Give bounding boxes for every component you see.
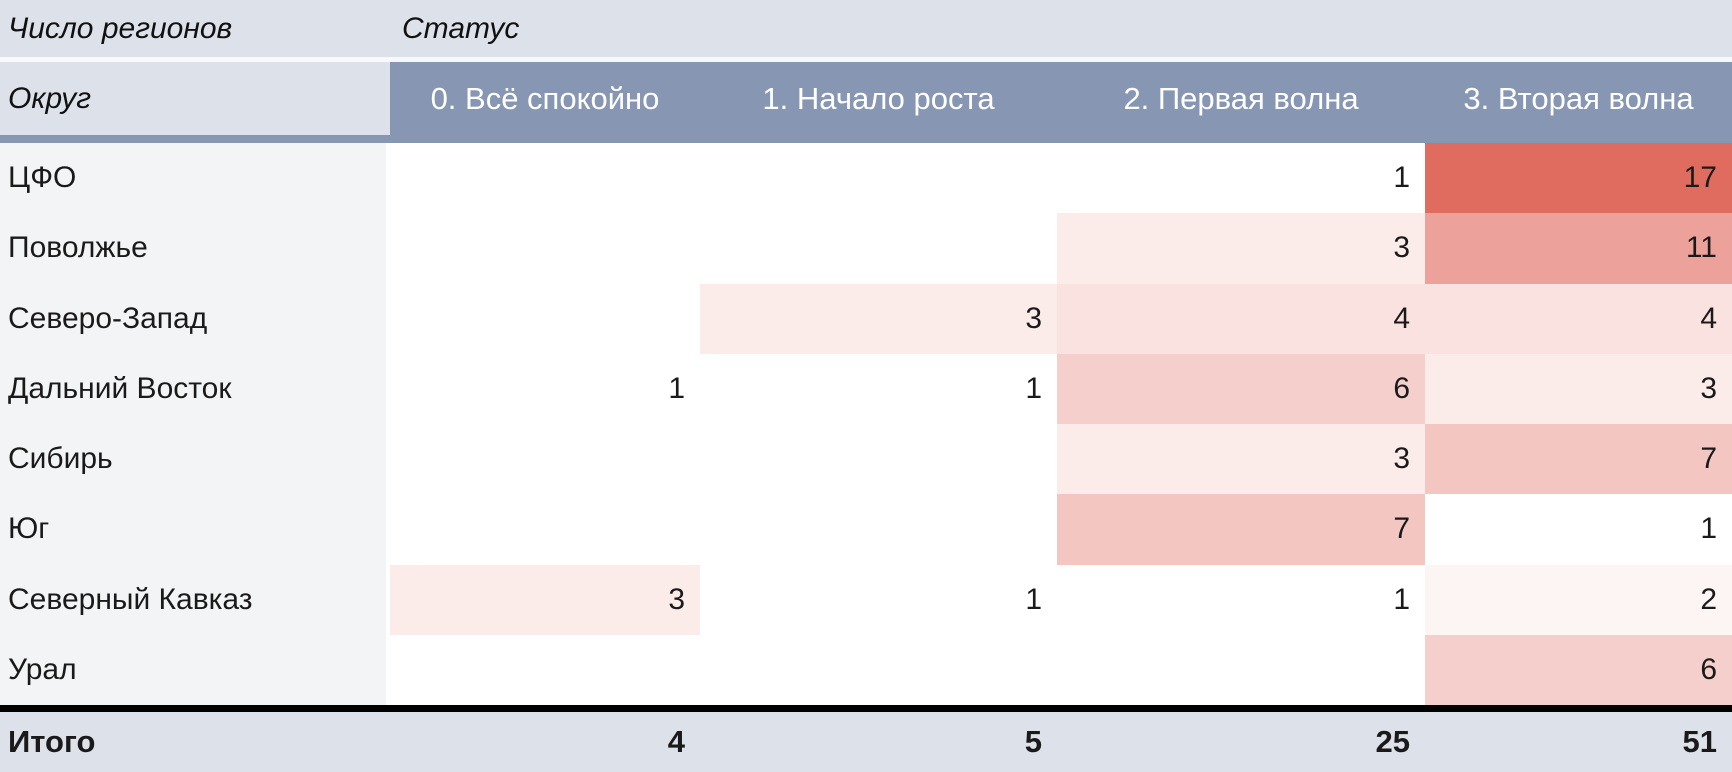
header-gap-line: [0, 57, 1732, 62]
column-field-label[interactable]: Статус: [390, 0, 1732, 57]
pivot-cell[interactable]: 4: [1425, 283, 1732, 354]
pivot-cell[interactable]: [390, 494, 700, 565]
row-label[interactable]: Юг: [0, 494, 390, 565]
row-label[interactable]: Северо-Запад: [0, 283, 390, 354]
pivot-cell[interactable]: [390, 143, 700, 214]
row-label[interactable]: Дальний Восток: [0, 353, 390, 424]
pivot-cell[interactable]: 3: [700, 283, 1057, 354]
pivot-cell[interactable]: 2: [1425, 564, 1732, 635]
pivot-cell[interactable]: 1: [1057, 564, 1425, 635]
row-label[interactable]: Урал: [0, 634, 390, 705]
pivot-cell[interactable]: 1: [700, 564, 1057, 635]
pivot-cell[interactable]: 1: [700, 353, 1057, 424]
pivot-cell[interactable]: 1: [1057, 143, 1425, 214]
pivot-cell[interactable]: 3: [1057, 213, 1425, 284]
pivot-cell[interactable]: [390, 424, 700, 495]
pivot-cell[interactable]: 1: [1425, 494, 1732, 565]
column-header-1[interactable]: 1. Начало роста: [700, 62, 1057, 135]
grand-total-cell[interactable]: 4: [390, 712, 700, 772]
row-label[interactable]: ЦФО: [0, 143, 390, 214]
pivot-cell[interactable]: [1057, 634, 1425, 705]
pivot-cell[interactable]: 17: [1425, 143, 1732, 214]
pivot-cell[interactable]: [700, 634, 1057, 705]
pivot-cell[interactable]: [700, 143, 1057, 214]
pivot-cell[interactable]: 6: [1057, 353, 1425, 424]
pivot-cell[interactable]: [700, 494, 1057, 565]
column-header-3[interactable]: 3. Вторая волна: [1425, 62, 1732, 135]
pivot-cell[interactable]: 3: [390, 564, 700, 635]
row-label[interactable]: Северный Кавказ: [0, 564, 390, 635]
pivot-cell[interactable]: 3: [1057, 424, 1425, 495]
grand-total-label: Итого: [0, 712, 390, 772]
pivot-cell[interactable]: 1: [390, 353, 700, 424]
pivot-cell[interactable]: 4: [1057, 283, 1425, 354]
grand-total-cell[interactable]: 25: [1057, 712, 1425, 772]
pivot-cell[interactable]: [390, 634, 700, 705]
pivot-cell[interactable]: 3: [1425, 353, 1732, 424]
pivot-cell[interactable]: [390, 213, 700, 284]
pivot-cell[interactable]: 7: [1425, 424, 1732, 495]
measure-field-label[interactable]: Число регионов: [0, 0, 390, 57]
row-label[interactable]: Сибирь: [0, 424, 390, 495]
column-header-2[interactable]: 2. Первая волна: [1057, 62, 1425, 135]
row-field-label[interactable]: Округ: [0, 62, 390, 135]
grand-total-cell[interactable]: 51: [1425, 712, 1732, 772]
pivot-cell[interactable]: [390, 283, 700, 354]
column-header-0[interactable]: 0. Всё спокойно: [390, 62, 700, 135]
pivot-cell[interactable]: [700, 213, 1057, 284]
row-label[interactable]: Поволжье: [0, 213, 390, 284]
grand-total-rule: [0, 705, 1732, 712]
pivot-cell[interactable]: 6: [1425, 634, 1732, 705]
header-separator-rule: [0, 135, 1732, 143]
pivot-cell[interactable]: [700, 424, 1057, 495]
pivot-cell[interactable]: 7: [1057, 494, 1425, 565]
pivot-cell[interactable]: 11: [1425, 213, 1732, 284]
grand-total-cell[interactable]: 5: [700, 712, 1057, 772]
